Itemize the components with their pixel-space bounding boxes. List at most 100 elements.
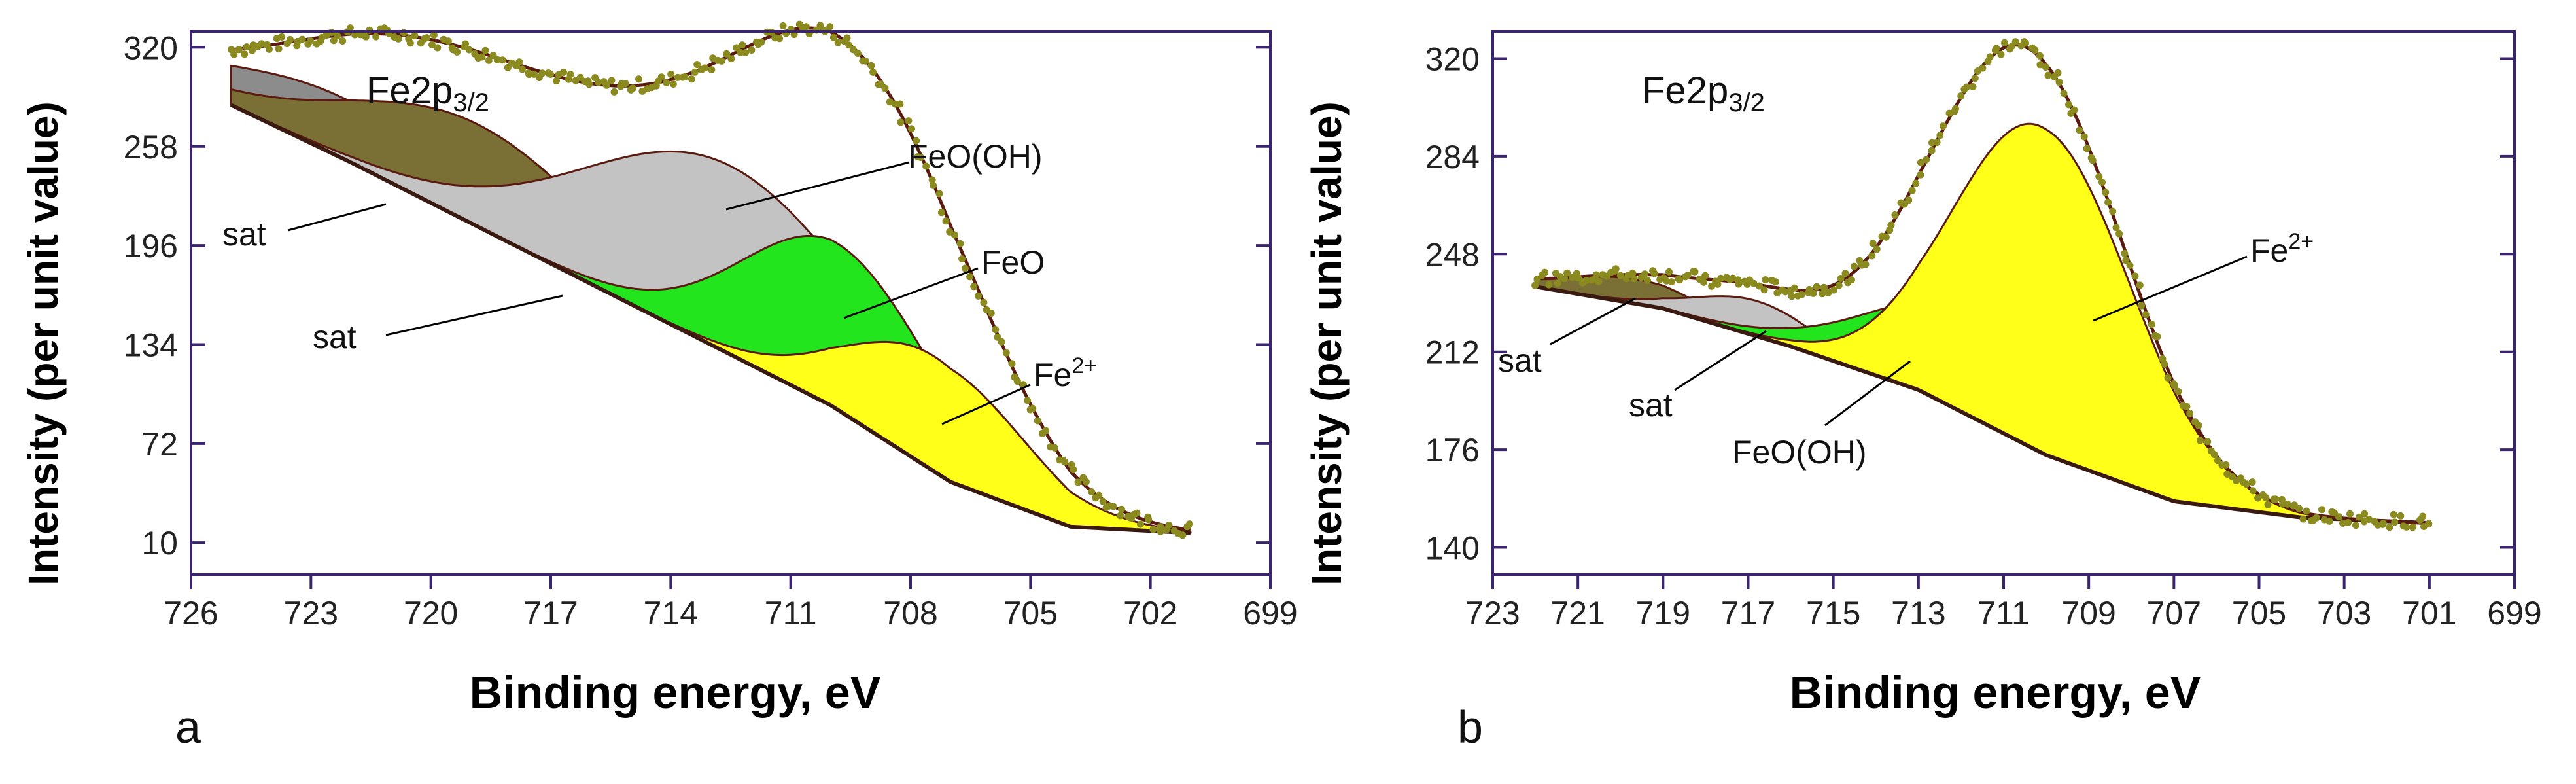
data-point: [737, 48, 744, 56]
data-point: [862, 57, 869, 65]
data-point: [1541, 268, 1549, 276]
data-point: [1887, 221, 1895, 229]
data-point: [530, 70, 538, 78]
data-point: [1137, 520, 1144, 528]
background-line: [1535, 285, 2429, 526]
data-point: [230, 50, 238, 58]
data-point: [970, 283, 978, 291]
y-tick-label: 212: [1425, 334, 1480, 371]
data-point: [2222, 461, 2230, 469]
data-point: [2138, 302, 2146, 310]
data-point: [1616, 272, 1624, 279]
data-point: [897, 118, 905, 126]
data-point: [802, 23, 810, 31]
data-point: [742, 49, 750, 56]
data-point: [917, 154, 925, 162]
data-point: [869, 68, 877, 76]
peak-annotation: sat: [1498, 342, 1542, 379]
data-point: [1750, 279, 1758, 287]
data-point: [1595, 277, 1603, 285]
data-point: [2022, 39, 2029, 47]
data-point: [1701, 272, 1709, 279]
data-point: [1024, 397, 1032, 404]
data-point: [663, 79, 670, 86]
data-point: [1186, 520, 1194, 528]
data-point: [826, 23, 834, 31]
peak-annotation: FeO(OH): [1732, 434, 1867, 471]
data-point: [423, 34, 430, 42]
data-point: [515, 58, 523, 66]
data-point: [816, 22, 824, 29]
data-point: [462, 40, 469, 48]
data-point: [1149, 526, 1157, 533]
panel-b-x-axis-title: Binding energy, eV: [1790, 667, 2201, 718]
data-point: [1997, 50, 2005, 58]
x-tick-label: 723: [284, 595, 338, 632]
annotation-leader-line: [843, 267, 979, 319]
data-point: [2083, 145, 2091, 152]
data-point: [559, 68, 567, 76]
data-point: [905, 117, 913, 125]
data-point: [602, 81, 610, 89]
y-tick-label: 320: [1425, 41, 1480, 78]
data-point: [1868, 252, 1876, 260]
data-point: [2122, 257, 2130, 264]
peak-annotation: sat: [222, 216, 266, 253]
data-point: [430, 31, 438, 39]
data-point: [2379, 520, 2387, 527]
data-point: [2403, 523, 2411, 531]
y-tick-label: 320: [124, 29, 178, 66]
data-point: [908, 125, 915, 133]
panel-a-letter: a: [175, 702, 201, 753]
data-point: [2104, 198, 2112, 206]
data-point: [453, 48, 461, 56]
data-point: [351, 31, 358, 39]
data-point: [1629, 269, 1637, 277]
data-point: [2409, 523, 2417, 531]
data-point: [478, 53, 486, 61]
panel-b-letter: b: [1457, 702, 1483, 753]
data-point: [1051, 444, 1058, 452]
data-point: [935, 190, 943, 198]
component-peak-4: [1534, 122, 2431, 524]
data-point: [2001, 39, 2008, 46]
data-point: [2391, 518, 2399, 526]
data-point: [1088, 488, 1096, 495]
peak-annotation: FeO(OH): [908, 138, 1043, 175]
x-tick-label: 711: [765, 595, 817, 632]
data-point: [481, 46, 489, 54]
data-point: [886, 98, 894, 106]
data-point: [950, 231, 958, 239]
data-point: [241, 50, 249, 58]
panel-b-plot-area: 140 176 212 248 284 320 723 721 719 717 715 713 711 7…: [1425, 30, 2542, 632]
data-point: [547, 71, 554, 78]
data-point: [1042, 427, 1050, 435]
data-point: [610, 88, 618, 96]
panel-b: Intensity (per unit value) 140 176 212 248 2…: [1303, 30, 2542, 753]
data-point: [372, 33, 380, 41]
data-point: [608, 77, 616, 84]
data-point: [248, 46, 256, 54]
data-point: [1837, 275, 1845, 282]
x-tick-label: 723: [1465, 595, 1520, 632]
panel-title: Fe2p3/2: [1642, 69, 1765, 117]
y-tick-label: 140: [1425, 530, 1480, 567]
y-tick-label: 10: [141, 525, 178, 561]
data-point: [298, 35, 306, 43]
data-point: [1117, 505, 1125, 513]
data-point: [2070, 106, 2078, 114]
data-point: [1165, 521, 1173, 529]
data-point: [748, 46, 756, 54]
data-point: [992, 326, 1000, 334]
data-point: [2183, 402, 2191, 410]
data-point: [2153, 332, 2161, 340]
data-point: [287, 35, 294, 43]
data-point: [1957, 92, 1965, 100]
data-point: [2036, 52, 2044, 60]
data-point: [394, 35, 402, 43]
y-tick-label: 134: [124, 327, 178, 363]
data-point: [1771, 278, 1779, 286]
data-point: [708, 66, 716, 74]
x-tick-label: 701: [2402, 595, 2456, 632]
